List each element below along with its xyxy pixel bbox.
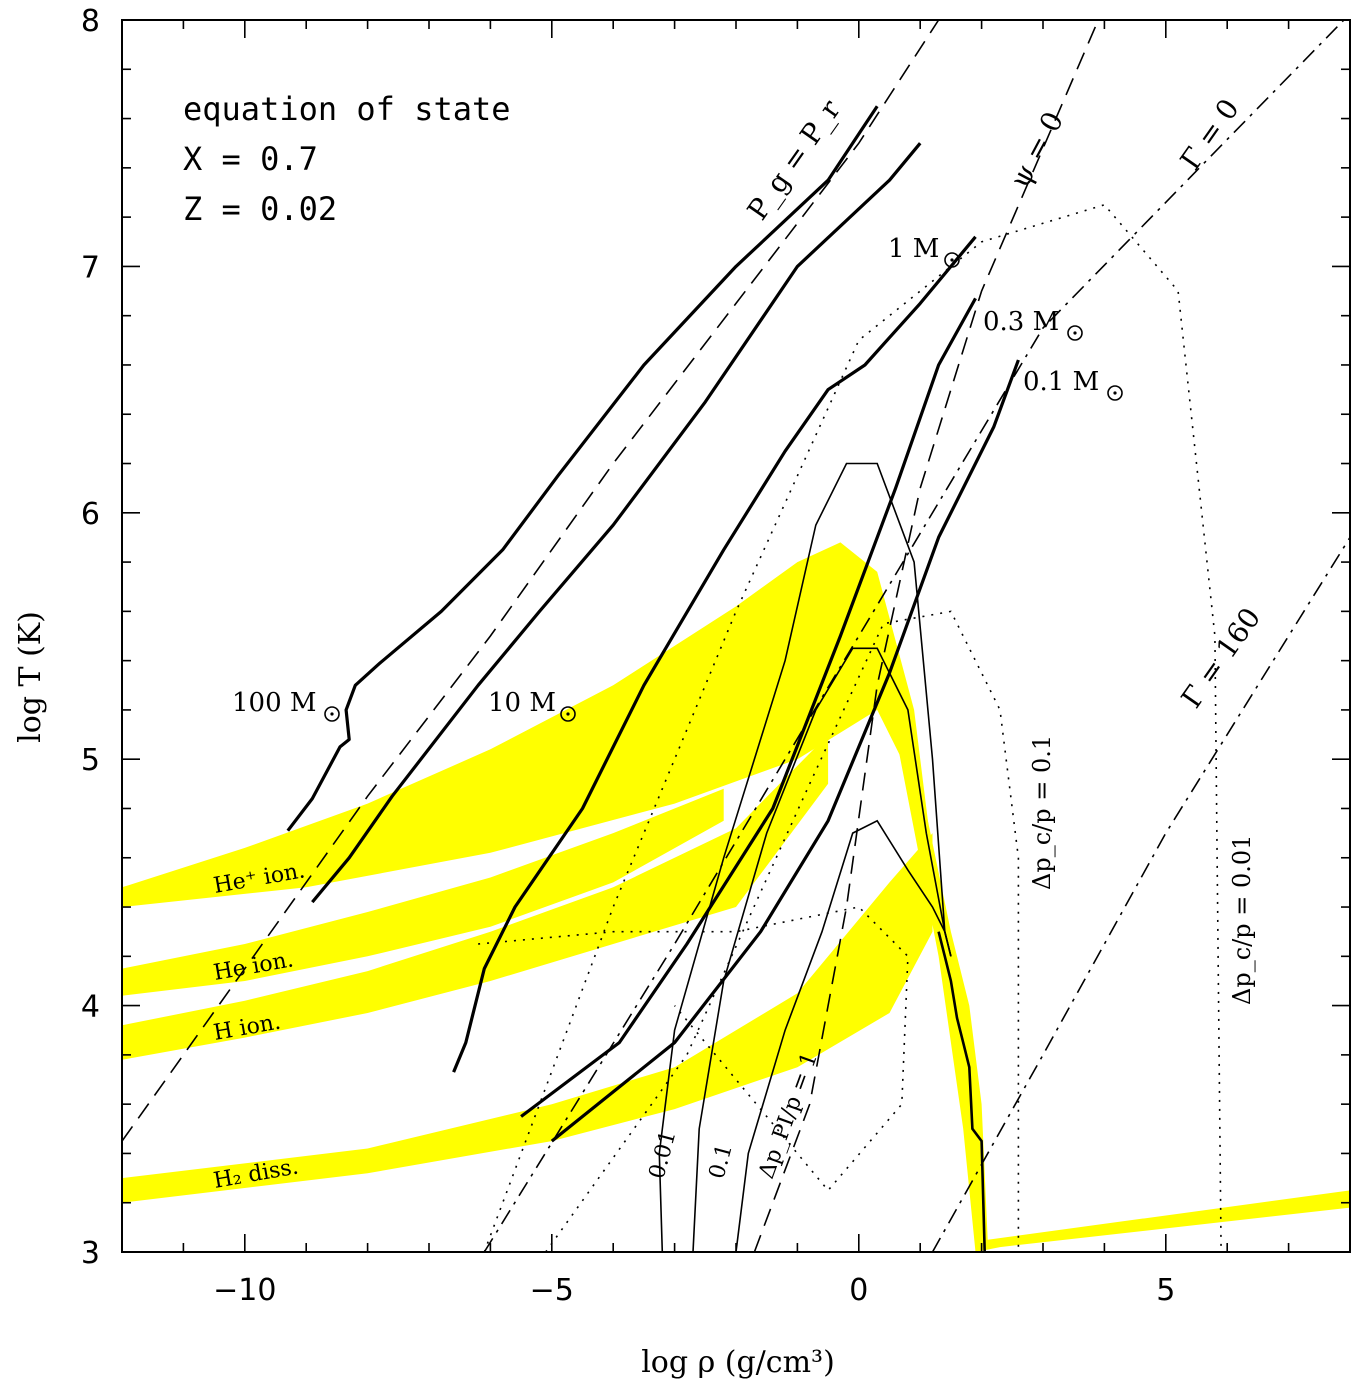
- track-label-10: 10 M: [488, 688, 556, 718]
- pi-label-001: 0.01: [645, 1128, 682, 1182]
- model-track-4: [550, 359, 1020, 1143]
- track-label-1: 1 M: [888, 234, 939, 264]
- model-track-1: [311, 142, 922, 904]
- ionization-band-4: [828, 586, 1350, 1252]
- y-tick-label: 6: [81, 497, 100, 532]
- ref-label-dpc01: Δp_c/p = 0.1: [1028, 735, 1056, 890]
- x-tick-label: −5: [530, 1273, 574, 1308]
- reference-line-5: [483, 203, 1222, 1252]
- ionization-bands: [122, 542, 1350, 1252]
- pressure-ionization-line-0: [658, 462, 952, 1252]
- x-tick-label: 5: [1156, 1273, 1175, 1308]
- track-label-01: 0.1 M: [1023, 367, 1099, 397]
- model-track-0: [286, 105, 879, 832]
- pressure-ionization-line-2: [735, 819, 952, 1252]
- model-track-3: [520, 297, 977, 1118]
- track-label-100: 100 M: [232, 688, 317, 718]
- info-line-2: X = 0.7: [183, 140, 318, 178]
- ref-label-psi: ψ = 0: [1003, 106, 1070, 193]
- y-tick-label: 3: [81, 1236, 100, 1271]
- track-label-03: 0.3 M: [983, 307, 1059, 337]
- ref-label-gamma0: Γ = 0: [1174, 93, 1246, 176]
- y-tick-label: 5: [81, 743, 100, 778]
- info-line-1: equation of state: [183, 90, 511, 128]
- eos-boundary-line: [937, 931, 986, 1252]
- reference-line-0: [122, 20, 940, 1142]
- y-axis-title: log T (K): [13, 611, 48, 743]
- reference-line-1: [753, 20, 1100, 1252]
- reference-lines: [122, 20, 1350, 1252]
- y-tick-label: 8: [81, 4, 100, 39]
- ref-label-pgpr: P_g = P_r: [741, 93, 848, 226]
- ionization-band-1: [122, 788, 724, 996]
- info-line-3: Z = 0.02: [183, 190, 337, 228]
- y-tick-label: 7: [81, 250, 100, 285]
- y-tick-label: 4: [81, 990, 100, 1025]
- pressure-ionization-line-1: [692, 647, 952, 1252]
- model-tracks: [286, 105, 1020, 1252]
- ionization-band-2: [122, 734, 829, 1060]
- pi-label-01: 0.1: [705, 1141, 738, 1181]
- sun-symbols: [324, 252, 1123, 722]
- ref-label-gamma160: Γ = 160: [1175, 602, 1268, 714]
- pressure-ionization-lines: [658, 462, 952, 1252]
- axis-ticks: −10 −5 0 5 3 4 5 6 7 8: [81, 4, 1351, 1308]
- x-tick-label: 0: [849, 1273, 868, 1308]
- reference-line-3: [931, 536, 1350, 1252]
- ionization-band-0: [122, 542, 933, 907]
- x-tick-label: −10: [213, 1273, 276, 1308]
- model-track-2: [452, 235, 977, 1073]
- ref-label-dpc001: Δp_c/p = 0.01: [1228, 835, 1256, 1005]
- band-label-h2: H₂ diss.: [212, 1154, 301, 1194]
- ionization-band-3: [122, 833, 933, 1203]
- reference-line-2: [483, 20, 1345, 1252]
- x-axis-title: log ρ (g/cm³): [641, 1345, 835, 1380]
